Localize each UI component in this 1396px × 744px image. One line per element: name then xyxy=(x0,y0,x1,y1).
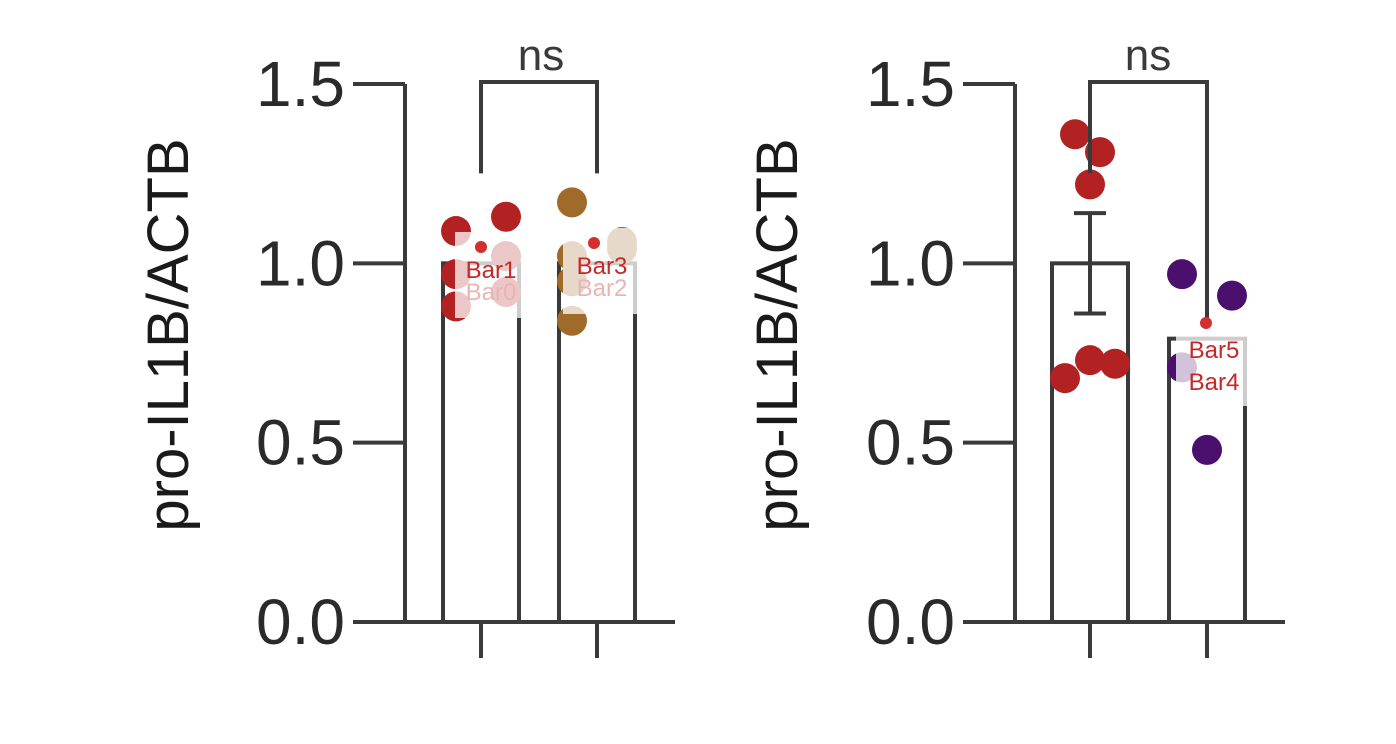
right-significance-bracket xyxy=(1088,80,1209,329)
right-data-point xyxy=(1050,363,1080,394)
right-data-point xyxy=(1167,259,1197,290)
right-annotation-marker xyxy=(1200,317,1212,329)
right-y-tick-label: 1.0 xyxy=(866,227,955,299)
left-bar-tag: Bar1 xyxy=(466,257,517,284)
left-tag-background xyxy=(563,228,641,314)
left-y-tick-label: 1.0 xyxy=(256,227,345,299)
left-bar-tag-faded: Bar2 xyxy=(577,275,628,302)
right-data-point xyxy=(1100,348,1130,379)
left-annotation-marker xyxy=(588,237,600,249)
right-bar xyxy=(1050,261,1130,624)
right-y-tick-label: 0.5 xyxy=(866,407,955,479)
left-annotation-marker xyxy=(475,241,487,253)
right-data-point xyxy=(1075,345,1105,376)
left-y-tick-label: 1.5 xyxy=(256,48,345,120)
right-bar-tag-secondary: Bar4 xyxy=(1189,369,1240,396)
left-y-tick-label: 0.0 xyxy=(256,586,345,658)
left-bar-tag-faded: Bar0 xyxy=(466,279,517,306)
right-y-tick-label: 1.5 xyxy=(866,48,955,120)
right-tag-background xyxy=(1176,318,1248,406)
left-y-tick-label: 0.5 xyxy=(256,407,345,479)
left-data-point xyxy=(557,187,587,218)
right-data-point xyxy=(1075,169,1105,200)
right-data-point xyxy=(1060,119,1090,150)
right-data-point xyxy=(1085,137,1115,168)
right-y-tick-label: 0.0 xyxy=(866,586,955,658)
right-bar-tag: Bar5 xyxy=(1189,337,1240,364)
right-data-point xyxy=(1192,434,1222,465)
right-panel: pro-IL1B/ACTB ns 0.0 0.5 1.0 1.5 Bar5 Bar4 xyxy=(745,31,1285,658)
right-significance-label: ns xyxy=(1125,31,1171,80)
left-significance-bracket xyxy=(479,80,599,174)
left-y-axis-label: pro-IL1B/ACTB xyxy=(136,138,201,531)
left-tag-background xyxy=(455,232,527,318)
left-bar-tag: Bar3 xyxy=(577,253,628,280)
left-data-point xyxy=(491,201,521,232)
right-y-axis-label: pro-IL1B/ACTB xyxy=(745,138,810,531)
left-significance-label: ns xyxy=(518,31,564,80)
right-data-point xyxy=(1217,280,1247,311)
